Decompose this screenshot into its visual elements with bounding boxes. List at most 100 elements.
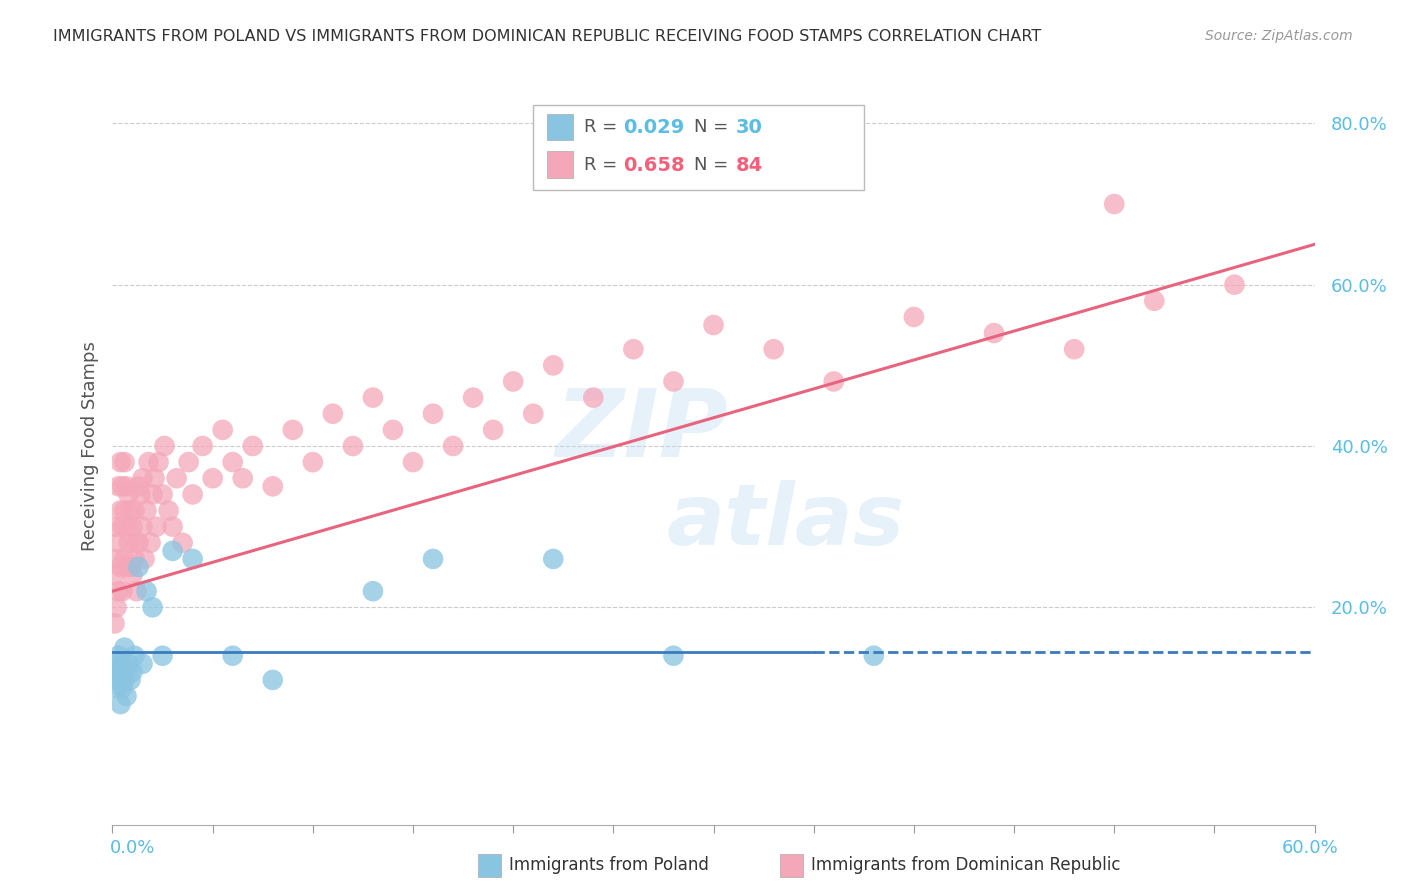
Point [103,568,125,582]
Point [115,519,138,533]
Point [177,455,200,469]
Point [402,455,425,469]
Text: 30: 30 [735,118,762,136]
Point [903,310,925,324]
Point [201,471,224,485]
Point [141,600,165,615]
Point [502,375,524,389]
Point [131,519,153,533]
Point [863,648,886,663]
Point [983,326,1005,340]
Text: 0.029: 0.029 [623,118,685,136]
Point [461,391,484,405]
Point [482,423,505,437]
Text: Immigrants from Poland: Immigrants from Poland [509,856,709,874]
Point [162,519,184,533]
Point [143,471,166,485]
Point [115,479,138,493]
Point [128,536,150,550]
Point [1223,277,1246,292]
Point [105,681,128,695]
Point [107,584,129,599]
Point [422,407,444,421]
Point [111,584,134,599]
Point [141,487,165,501]
Point [110,665,132,679]
Point [1063,342,1085,356]
Point [114,552,136,566]
Point [382,423,405,437]
Point [110,455,132,469]
Point [125,536,148,550]
Point [1104,197,1126,211]
Point [110,503,132,517]
Point [543,552,565,566]
Point [262,673,284,687]
Point [105,519,128,533]
Point [107,648,129,663]
Point [111,479,134,493]
Point [124,552,146,566]
Text: 84: 84 [735,156,763,175]
Point [262,479,284,493]
Point [105,552,128,566]
Point [117,487,139,501]
Point [1143,293,1166,308]
Point [361,584,384,599]
Point [662,648,685,663]
Point [124,503,146,517]
Point [138,455,160,469]
Point [103,616,125,631]
Point [121,519,143,533]
Text: Immigrants from Dominican Republic: Immigrants from Dominican Republic [811,856,1121,874]
Point [703,318,725,332]
Point [131,471,153,485]
Point [135,584,157,599]
Text: N =: N = [693,118,734,136]
Point [302,455,325,469]
Text: ZIP: ZIP [555,384,728,477]
Point [823,375,845,389]
Point [211,423,233,437]
Point [129,487,152,501]
Point [181,552,204,566]
Point [543,359,565,373]
Text: N =: N = [693,156,734,175]
Point [134,552,156,566]
Point [522,407,544,421]
Point [107,673,129,687]
Point [281,423,304,437]
Point [623,342,645,356]
Point [153,439,176,453]
Point [114,455,136,469]
Point [232,471,254,485]
Point [124,648,146,663]
Point [139,536,162,550]
Point [441,439,464,453]
Point [110,560,132,574]
Point [152,487,174,501]
Point [107,479,129,493]
Point [361,391,384,405]
Point [135,503,157,517]
Point [166,471,188,485]
Point [105,657,128,671]
Point [117,657,139,671]
Point [422,552,444,566]
Point [114,503,136,517]
Point [120,503,142,517]
Y-axis label: Receiving Food Stamps: Receiving Food Stamps [80,341,98,551]
Point [157,503,180,517]
Text: R =: R = [583,156,623,175]
Point [110,697,132,711]
Point [120,673,142,687]
Point [172,536,194,550]
Point [121,665,143,679]
Point [117,536,139,550]
Point [662,375,685,389]
Text: 60.0%: 60.0% [1282,838,1339,856]
Point [322,407,344,421]
Point [107,536,129,550]
Point [114,640,136,655]
Point [115,689,138,703]
